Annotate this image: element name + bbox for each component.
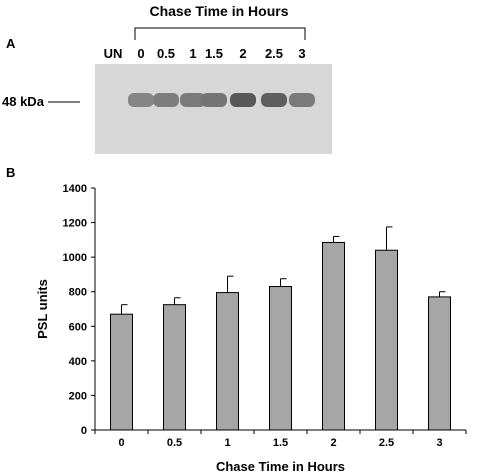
x-tick-label: 3 [436,437,442,449]
gel-band [261,93,287,107]
x-tick-label: 1 [224,437,230,449]
lane-label: UN [104,46,123,61]
x-tick-label: 0.5 [167,437,182,449]
y-tick-label: 0 [81,425,87,437]
gel-band [128,93,154,107]
gel-band [230,93,256,107]
bar [375,249,398,431]
lane-labels: UN 0 0.5 1 1.5 2 2.5 3 [104,46,306,61]
lane-label: 0 [137,46,144,61]
bar [269,286,292,431]
lane-label: 0.5 [157,46,175,61]
gel-band [201,93,227,107]
lane-label: 1 [189,46,196,61]
x-tick-label: 1.5 [273,437,288,449]
lane-label: 3 [298,46,305,61]
y-tick-label: 800 [69,287,87,299]
lane-label: 2 [239,46,246,61]
lane-label: 2.5 [265,46,283,61]
y-tick-label: 600 [69,321,87,333]
x-tick-label: 0 [118,437,124,449]
bar [216,292,239,431]
bar [428,296,451,431]
bar [163,304,186,431]
marker-label: 48 kDa [2,94,45,109]
lane-bracket [134,27,306,40]
bar [322,241,345,431]
gel-bands [128,93,315,107]
y-tick-label: 400 [69,356,87,368]
gel-blot [95,64,332,154]
bar-chart: 0 200 400 600 800 1000 1200 1400 0 0.5 1 1.5 2 2.5 3 Ch… [35,183,467,474]
x-tick-label: 2.5 [379,437,394,449]
y-tick-label: 1400 [63,183,87,195]
y-axis-label: PSL units [35,279,50,339]
chase-time-header: Chase Time in Hours [149,3,288,19]
gel-band [153,93,179,107]
panel-b-label: B [6,165,15,180]
y-tick-label: 1200 [63,218,87,230]
y-tick-label: 200 [69,390,87,402]
gel-band [180,93,206,107]
gel-band [289,93,315,107]
y-tick-label: 1000 [63,252,87,264]
bar [110,313,133,431]
panel-a-label: A [6,36,16,51]
x-axis-label: Chase Time in Hours [216,459,345,474]
lane-label: 1.5 [205,46,223,61]
x-tick-label: 2 [330,437,336,449]
